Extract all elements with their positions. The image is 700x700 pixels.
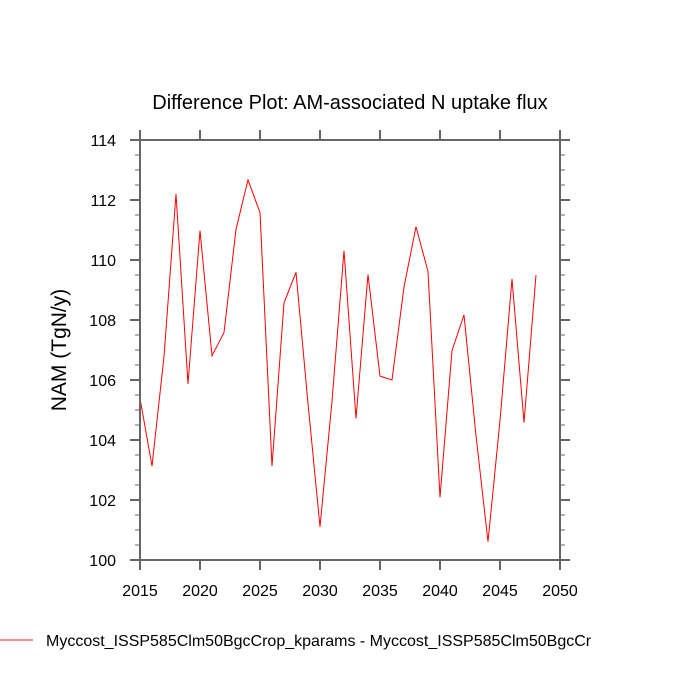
y-tick-label: 104	[89, 433, 116, 450]
y-tick-label: 112	[90, 193, 116, 210]
x-tick-label: 2035	[362, 583, 398, 600]
x-tick-label: 2015	[122, 583, 158, 600]
y-axis-label: NAM (TgN/y)	[48, 289, 71, 412]
x-tick-label: 2030	[302, 583, 338, 600]
x-tick-label: 2020	[182, 583, 218, 600]
y-tick-label: 102	[89, 493, 116, 510]
y-tick-label: 106	[89, 373, 116, 390]
series-line	[139, 178, 537, 542]
x-tick-label: 2025	[242, 583, 278, 600]
x-tick-label: 2050	[542, 583, 578, 600]
y-tick-label: 100	[89, 553, 116, 570]
axis-ticks	[130, 130, 570, 570]
tick-labels: 2015 2020 2025 2030 2035 2040 2045 2050 100 102 10…	[89, 133, 578, 600]
y-tick-label: 108	[89, 313, 116, 330]
y-tick-label: 110	[90, 253, 116, 270]
legend-label: Myccost_ISSP585Clm50BgcCrop_kparams - My…	[46, 633, 592, 650]
x-tick-label: 2040	[422, 583, 458, 600]
series-layer	[139, 178, 537, 542]
x-tick-label: 2045	[482, 583, 518, 600]
chart-title: Difference Plot: AM-associated N uptake …	[152, 92, 547, 114]
legend: Myccost_ISSP585Clm50BgcCrop_kparams - My…	[0, 633, 592, 650]
y-tick-label: 114	[90, 133, 116, 150]
plot-frame	[139, 139, 561, 561]
